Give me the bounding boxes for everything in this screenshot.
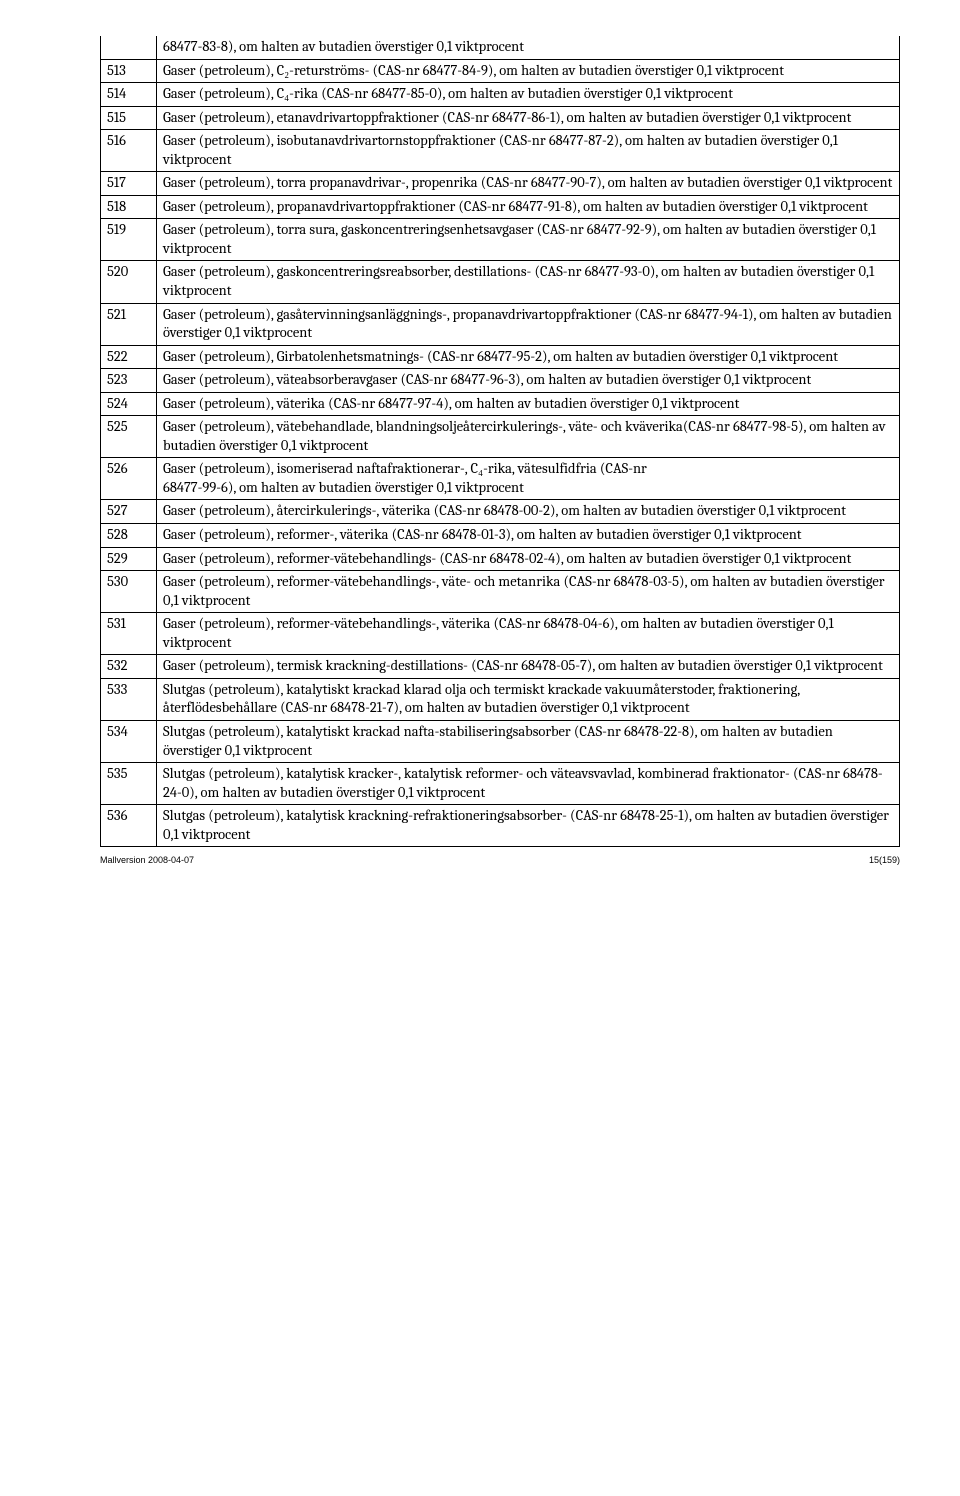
row-number: 513 [101,59,157,83]
table-row: 529Gaser (petroleum), reformer-vätebehan… [101,547,900,571]
table-row: 534Slutgas (petroleum), katalytiskt krac… [101,720,900,762]
table-row: 514Gaser (petroleum), C₄-rika (CAS-nr 68… [101,83,900,107]
page-footer: Mallversion 2008-04-07 15(159) [100,855,900,867]
row-description: Gaser (petroleum), gaskoncentreringsreab… [157,261,900,303]
row-number: 522 [101,345,157,369]
row-description: Gaser (petroleum), väterika (CAS-nr 6847… [157,392,900,416]
table-row: 527Gaser (petroleum), återcirkulerings-,… [101,500,900,524]
table-row: 513Gaser (petroleum), C₂-returströms- (C… [101,59,900,83]
table-row: 532Gaser (petroleum), termisk krackning-… [101,655,900,679]
row-number: 520 [101,261,157,303]
row-description: Gaser (petroleum), termisk krackning-des… [157,655,900,679]
row-number: 521 [101,303,157,345]
table-row: 526Gaser (petroleum), isomeriserad nafta… [101,458,900,500]
row-description: Gaser (petroleum), väteabsorberavgaser (… [157,369,900,393]
row-description: Gaser (petroleum), isobutanavdrivartorns… [157,130,900,172]
row-number: 524 [101,392,157,416]
row-description: Gaser (petroleum), återcirkulerings-, vä… [157,500,900,524]
row-description: Gaser (petroleum), propanavdrivartoppfra… [157,195,900,219]
row-number: 525 [101,416,157,458]
row-description: Gaser (petroleum), reformer-vätebehandli… [157,571,900,613]
row-number: 517 [101,172,157,196]
row-description: Gaser (petroleum), torra propanavdrivar-… [157,172,900,196]
table-row: 524Gaser (petroleum), väterika (CAS-nr 6… [101,392,900,416]
table-row: 535Slutgas (petroleum), katalytisk krack… [101,763,900,805]
row-description: Gaser (petroleum), reformer-vätebehandli… [157,613,900,655]
row-description: Slutgas (petroleum), katalytisk kracknin… [157,805,900,847]
row-number: 534 [101,720,157,762]
row-number: 530 [101,571,157,613]
table-row: 530Gaser (petroleum), reformer-vätebehan… [101,571,900,613]
table-row: 522Gaser (petroleum), Girbatolenhetsmatn… [101,345,900,369]
table-row: 68477-83-8), om halten av butadien övers… [101,36,900,59]
footer-page-number: 15(159) [869,855,900,867]
row-number: 514 [101,83,157,107]
row-description: Gaser (petroleum), reformer-vätebehandli… [157,547,900,571]
row-description: Slutgas (petroleum), katalytiskt krackad… [157,678,900,720]
row-description: Gaser (petroleum), gasåtervinningsanlägg… [157,303,900,345]
footer-version: Mallversion 2008-04-07 [100,855,194,867]
row-number: 516 [101,130,157,172]
row-description: Gaser (petroleum), isomeriserad naftafra… [157,458,900,500]
row-number: 533 [101,678,157,720]
table-row: 533Slutgas (petroleum), katalytiskt krac… [101,678,900,720]
table-row: 523Gaser (petroleum), väteabsorberavgase… [101,369,900,393]
substance-table: 68477-83-8), om halten av butadien övers… [100,36,900,847]
table-row: 517Gaser (petroleum), torra propanavdriv… [101,172,900,196]
table-row: 531Gaser (petroleum), reformer-vätebehan… [101,613,900,655]
table-row: 518Gaser (petroleum), propanavdrivartopp… [101,195,900,219]
row-description: Slutgas (petroleum), katalytisk kracker-… [157,763,900,805]
row-number: 515 [101,106,157,130]
row-description: 68477-83-8), om halten av butadien övers… [157,36,900,59]
row-description: Slutgas (petroleum), katalytiskt krackad… [157,720,900,762]
row-description: Gaser (petroleum), C₄-rika (CAS-nr 68477… [157,83,900,107]
row-description: Gaser (petroleum), Girbatolenhetsmatning… [157,345,900,369]
row-description: Gaser (petroleum), reformer-, väterika (… [157,524,900,548]
row-number: 523 [101,369,157,393]
table-row: 528Gaser (petroleum), reformer-, väterik… [101,524,900,548]
table-row: 516Gaser (petroleum), isobutanavdrivarto… [101,130,900,172]
row-number: 531 [101,613,157,655]
row-description: Gaser (petroleum), vätebehandlade, bland… [157,416,900,458]
row-number: 518 [101,195,157,219]
row-number: 526 [101,458,157,500]
row-number: 519 [101,219,157,261]
row-number: 536 [101,805,157,847]
table-row: 515Gaser (petroleum), etanavdrivartoppfr… [101,106,900,130]
row-number: 527 [101,500,157,524]
row-description: Gaser (petroleum), torra sura, gaskoncen… [157,219,900,261]
row-number: 528 [101,524,157,548]
row-description: Gaser (petroleum), C₂-returströms- (CAS-… [157,59,900,83]
table-row: 520Gaser (petroleum), gaskoncentreringsr… [101,261,900,303]
table-row: 521Gaser (petroleum), gasåtervinningsanl… [101,303,900,345]
row-number: 532 [101,655,157,679]
row-number: 535 [101,763,157,805]
table-row: 519Gaser (petroleum), torra sura, gaskon… [101,219,900,261]
row-number: 529 [101,547,157,571]
row-number [101,36,157,59]
table-row: 525Gaser (petroleum), vätebehandlade, bl… [101,416,900,458]
row-description: Gaser (petroleum), etanavdrivartoppfrakt… [157,106,900,130]
table-row: 536Slutgas (petroleum), katalytisk krack… [101,805,900,847]
